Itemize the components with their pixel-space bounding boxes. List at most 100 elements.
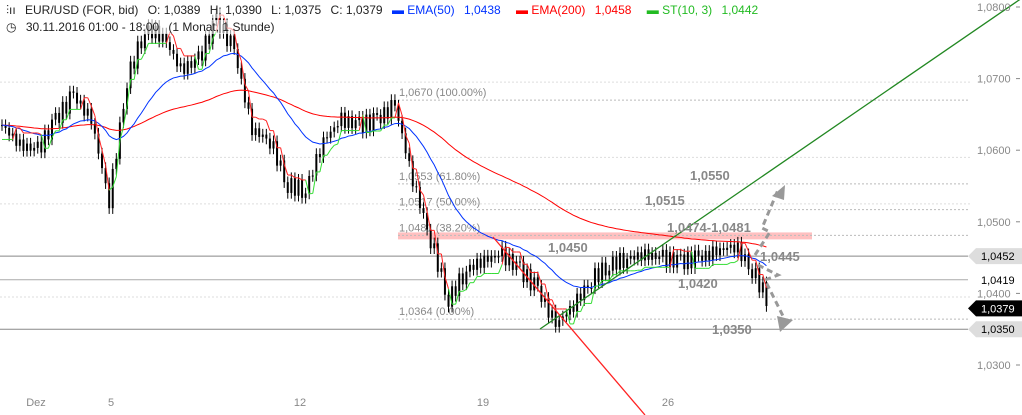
y-tick-label: 1,0400: [977, 288, 1011, 300]
candle-body: [115, 158, 118, 169]
supertrend-segment: [380, 124, 385, 132]
supertrend-segment: [426, 211, 432, 231]
candle-body: [629, 256, 632, 259]
candle-body: [258, 128, 261, 137]
price-annotation: 1,0515: [645, 193, 685, 208]
candle-body: [601, 262, 604, 283]
candle-body: [529, 269, 532, 291]
candle-body: [454, 286, 457, 296]
price-annotation: 1,0445: [760, 249, 800, 264]
supertrend-segment: [598, 280, 603, 287]
candle-body: [411, 161, 414, 187]
candle-body: [240, 68, 243, 79]
candle-body: [543, 297, 546, 302]
candle-body: [4, 125, 7, 128]
supertrend-segment: [337, 130, 342, 145]
candle-body: [643, 249, 646, 261]
ema50-legend[interactable]: ▬ EMA(50) 1,0438: [391, 3, 501, 17]
candle-body: [226, 24, 229, 47]
candle-body: [143, 34, 146, 49]
candle-body: [672, 252, 675, 268]
candle-body: [733, 244, 736, 253]
candle-body: [72, 91, 75, 93]
candle-body: [183, 63, 186, 74]
candle-body: [8, 127, 11, 136]
supertrend-segment: [508, 247, 514, 253]
supertrend-segment: [280, 147, 285, 165]
candle-body: [443, 268, 446, 295]
candle-body: [608, 270, 611, 276]
candle-body: [393, 100, 396, 106]
ema200-legend[interactable]: ▬ EMA(200) 1,0458: [516, 3, 632, 17]
candle-body: [351, 116, 354, 129]
y-tick-label: 1,0700: [977, 74, 1011, 86]
candle-body: [747, 254, 750, 270]
candle-body: [715, 246, 718, 256]
candle-body: [179, 63, 182, 67]
candle-body: [722, 248, 725, 250]
candle-body: [604, 262, 607, 276]
supertrend-segment: [244, 84, 249, 92]
candle-body: [654, 252, 657, 259]
candle-body: [129, 61, 132, 89]
candle-body: [579, 293, 582, 301]
candle-body: [586, 285, 589, 288]
candle-body: [261, 134, 264, 137]
st-value: 1,0442: [721, 3, 759, 17]
supertrend-segment: [415, 169, 421, 191]
candle-body: [190, 61, 193, 68]
candle-body: [547, 297, 550, 318]
supertrend-segment: [498, 264, 503, 274]
candle-body: [268, 138, 271, 149]
candle-body: [636, 252, 639, 260]
candle-body: [711, 246, 714, 261]
price-annotation: 1,0550: [690, 168, 730, 183]
supertrend-segment: [12, 127, 17, 140]
supertrend-segment: [47, 137, 53, 149]
candle-body: [111, 168, 114, 209]
candle-body: [36, 141, 39, 148]
candle-body: [493, 255, 496, 258]
candle-body: [633, 256, 636, 260]
candle-body: [651, 252, 654, 260]
candle-body: [751, 269, 754, 279]
close: C: 1,0379: [330, 3, 383, 17]
supertrend-segment: [319, 155, 324, 173]
candle-body: [468, 264, 471, 272]
supertrend-segment: [291, 174, 296, 179]
supertrend-segment: [455, 291, 460, 305]
supertrend-segment: [265, 120, 271, 131]
candle-body: [108, 183, 111, 209]
candle-body: [583, 285, 586, 301]
supertrend-segment: [97, 135, 103, 151]
chart-type-icon[interactable]: ⫶ıı: [6, 3, 16, 17]
candle-body: [397, 105, 400, 121]
candle-body: [383, 107, 386, 124]
candle-body: [265, 134, 268, 139]
candle-body: [754, 268, 757, 279]
candle-body: [743, 254, 746, 262]
supertrend-segment: [90, 105, 96, 116]
candle-body: [54, 112, 57, 120]
supertrend-segment: [408, 143, 414, 169]
candle-body: [558, 320, 561, 327]
symbol: EUR/USD (FOR, bid): [25, 3, 139, 17]
candle-body: [461, 273, 464, 285]
supertrend-segment: [362, 114, 367, 133]
supertrend-segment: [423, 194, 428, 212]
candle-body: [101, 153, 104, 169]
supertrend-segment: [590, 286, 596, 304]
candle-body: [701, 255, 704, 261]
supertrend-segment: [726, 262, 731, 265]
candle-body: [86, 108, 89, 116]
candle-body: [322, 137, 325, 158]
candle-body: [508, 253, 511, 266]
x-tick-label: 12: [294, 397, 306, 409]
candle-body: [593, 268, 596, 289]
supertrend-segment: [641, 266, 646, 271]
candle-body: [297, 179, 300, 196]
st-legend[interactable]: ▬ ST(10, 3) 1,0442: [646, 3, 759, 17]
candle-body: [11, 133, 14, 136]
